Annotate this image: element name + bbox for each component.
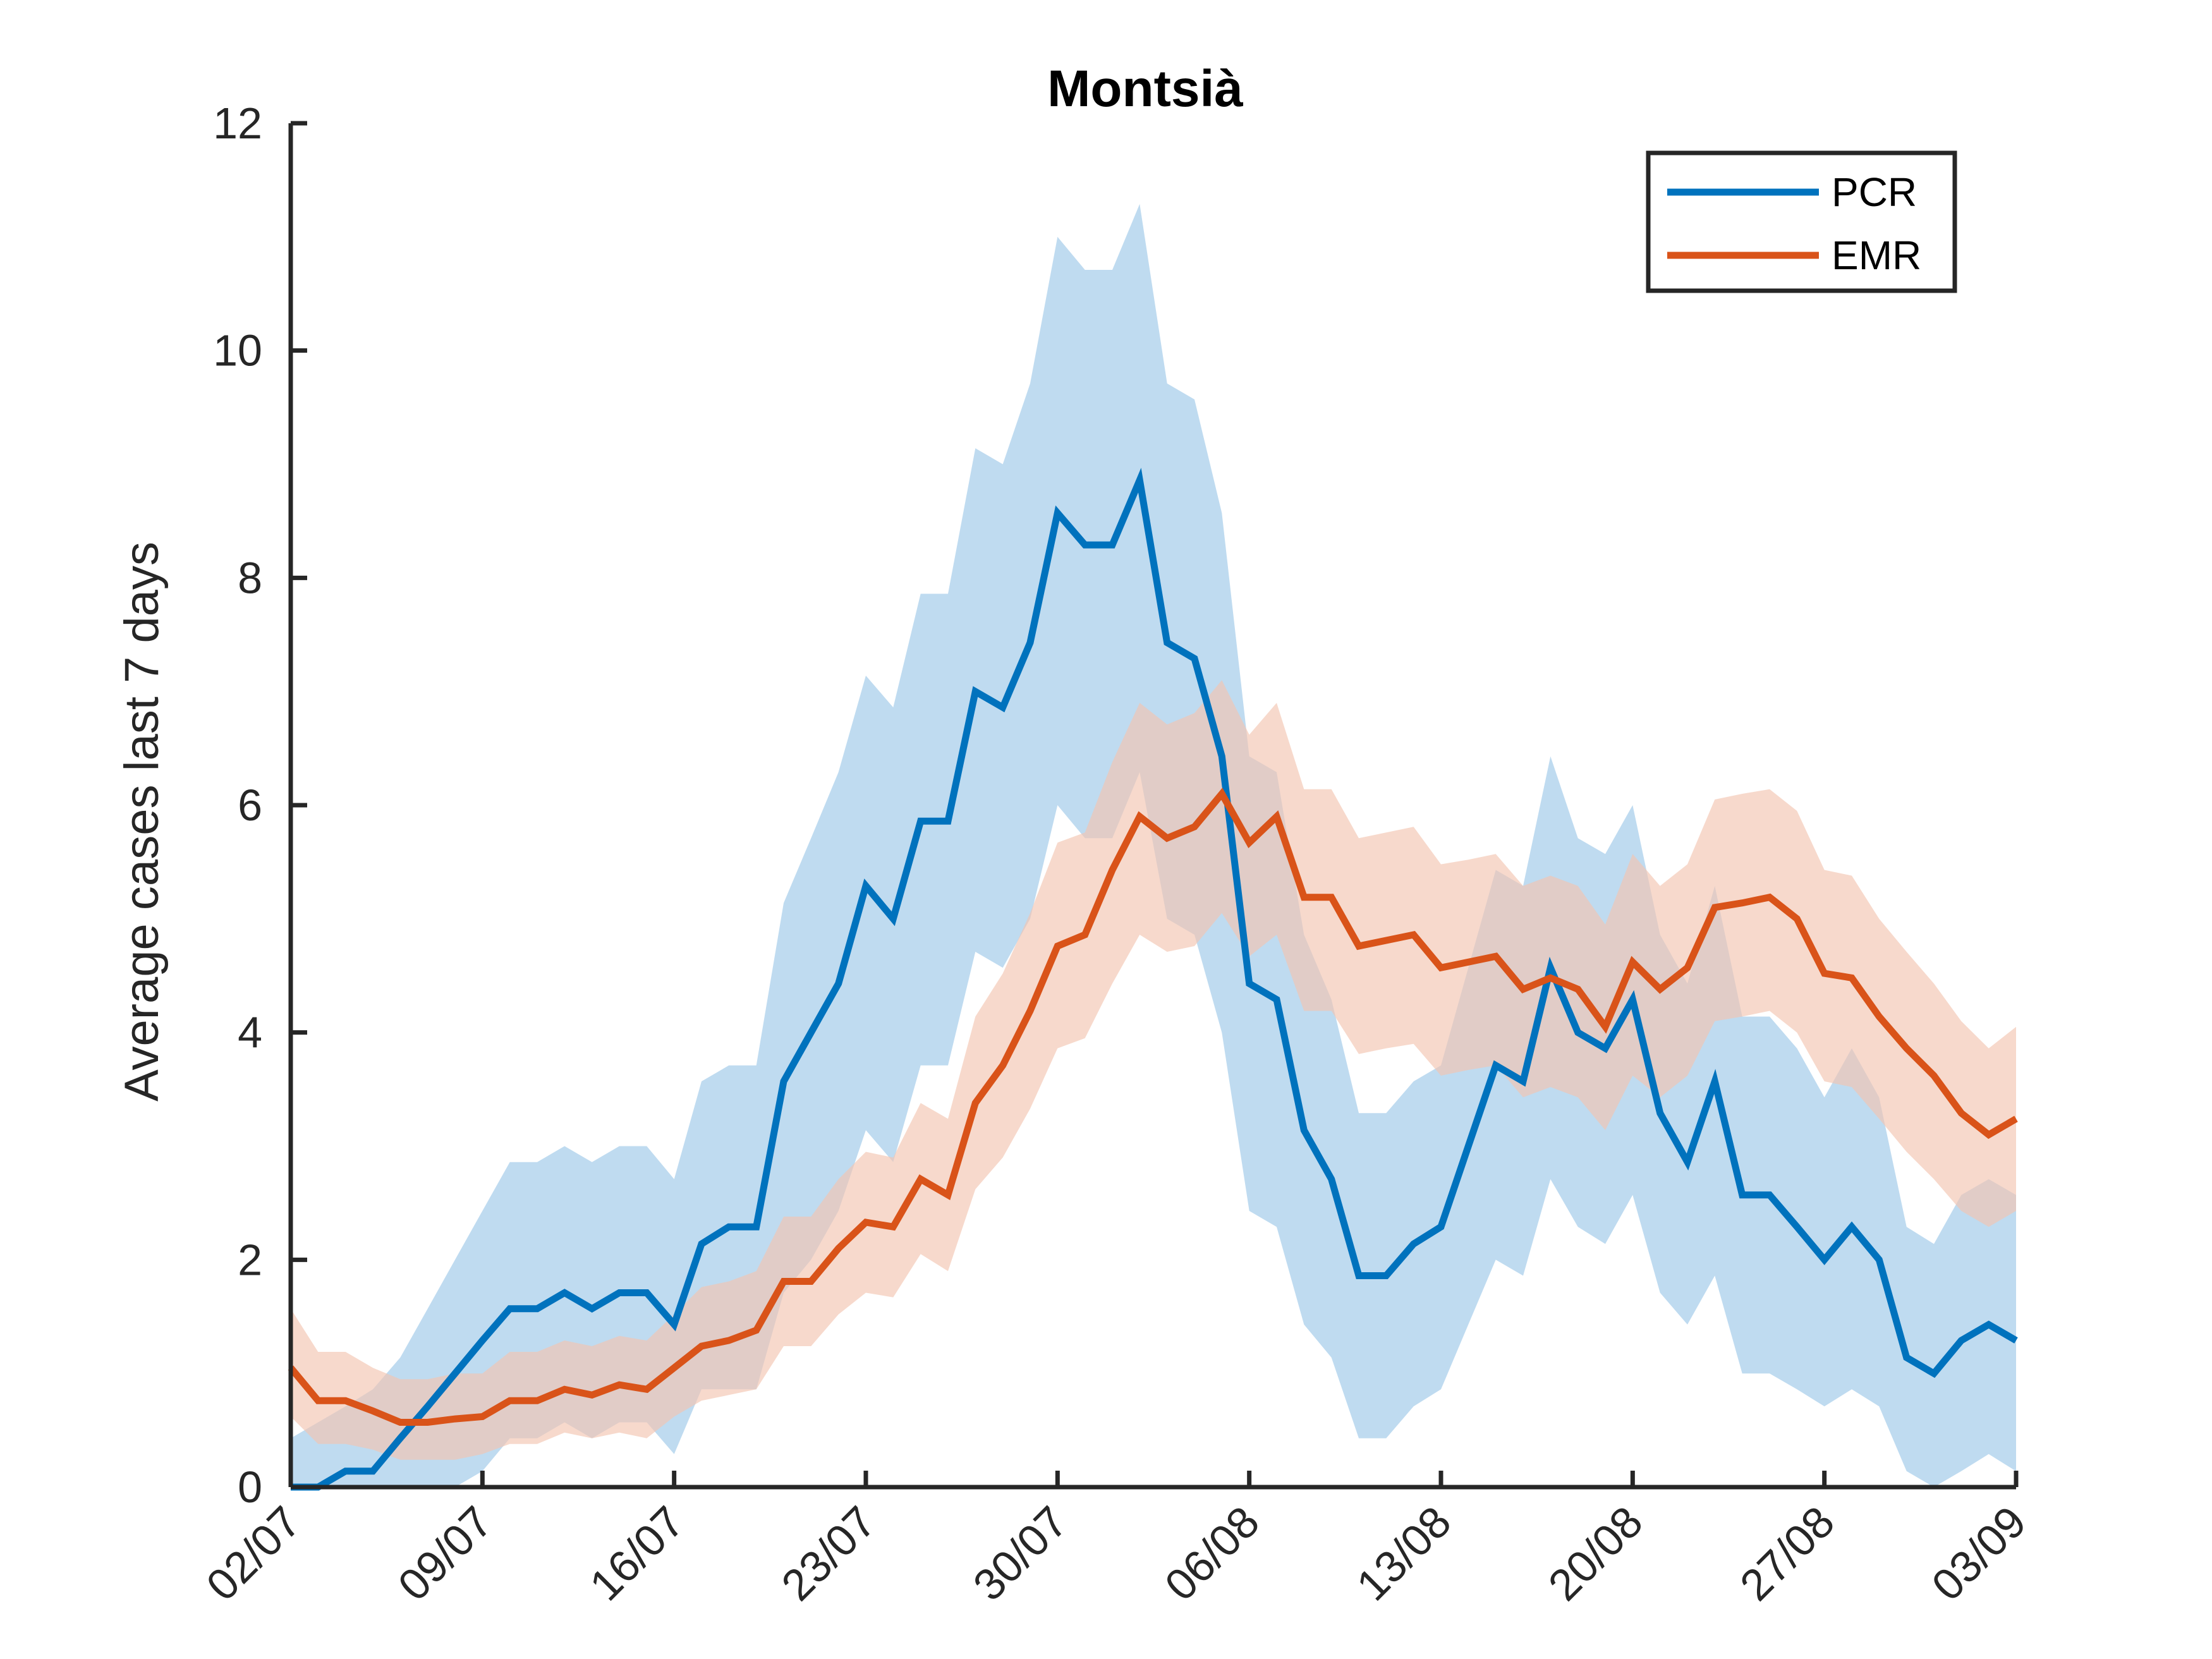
y-tick-label: 4 (238, 1008, 262, 1057)
confidence-band-emr (291, 680, 2016, 1460)
confidence-band-pcr (291, 204, 2016, 1488)
chart-title: Montsià (1047, 60, 1243, 118)
plot-area (288, 204, 2018, 1491)
legend: PCR EMR (1646, 150, 1957, 293)
y-tick-label: 0 (238, 1462, 262, 1512)
y-axis-label: Average cases last 7 days (115, 542, 169, 1102)
series-line-pcr (291, 468, 2018, 1491)
y-tick-label: 6 (238, 781, 262, 830)
y-tick-label: 2 (238, 1235, 262, 1284)
y-tick-label: 8 (238, 553, 262, 602)
legend-label-emr: EMR (1832, 233, 1921, 278)
series-line-emr (288, 787, 2018, 1426)
legend-label-pcr: PCR (1832, 169, 1917, 215)
y-tick-label: 12 (213, 99, 262, 148)
y-tick-label: 10 (213, 326, 262, 375)
legend-box (1646, 150, 1957, 293)
